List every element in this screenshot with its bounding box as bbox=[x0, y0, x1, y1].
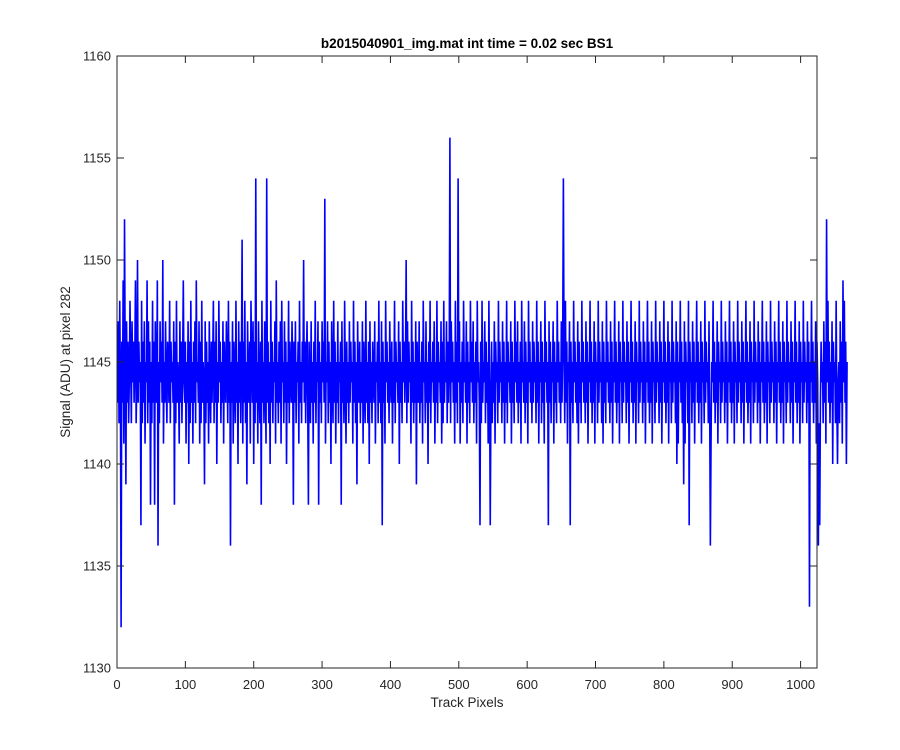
chart-title: b2015040901_img.mat int time = 0.02 sec … bbox=[321, 36, 614, 51]
series-layer bbox=[116, 137, 848, 628]
x-tick-label: 500 bbox=[448, 677, 470, 692]
x-axis-label: Track Pixels bbox=[430, 695, 503, 710]
x-tick-label: 800 bbox=[653, 677, 675, 692]
y-tick-label: 1135 bbox=[83, 559, 111, 574]
x-tick-label: 400 bbox=[380, 677, 402, 692]
x-tick-label: 900 bbox=[721, 677, 743, 692]
y-axis-label: Signal (ADU) at pixel 282 bbox=[58, 286, 73, 438]
x-tick-label: 300 bbox=[311, 677, 333, 692]
x-tick-label: 100 bbox=[175, 677, 197, 692]
series-line-1 bbox=[116, 137, 848, 628]
tick-layer: 0 100 200 300 400 500 600 700 800 900 1000 1130 1135… bbox=[83, 49, 817, 692]
y-tick-label: 1155 bbox=[83, 151, 111, 166]
x-tick-label: 600 bbox=[516, 677, 538, 692]
x-tick-label: 1000 bbox=[786, 677, 815, 692]
y-tick-label: 1145 bbox=[83, 355, 111, 370]
x-tick-label: 200 bbox=[243, 677, 265, 692]
y-tick-label: 1140 bbox=[83, 457, 111, 472]
x-tick-label: 700 bbox=[585, 677, 607, 692]
y-tick-label: 1130 bbox=[83, 661, 111, 676]
y-tick-label: 1150 bbox=[83, 253, 111, 268]
x-tick-label: 0 bbox=[113, 677, 120, 692]
y-tick-label: 1160 bbox=[83, 49, 111, 64]
